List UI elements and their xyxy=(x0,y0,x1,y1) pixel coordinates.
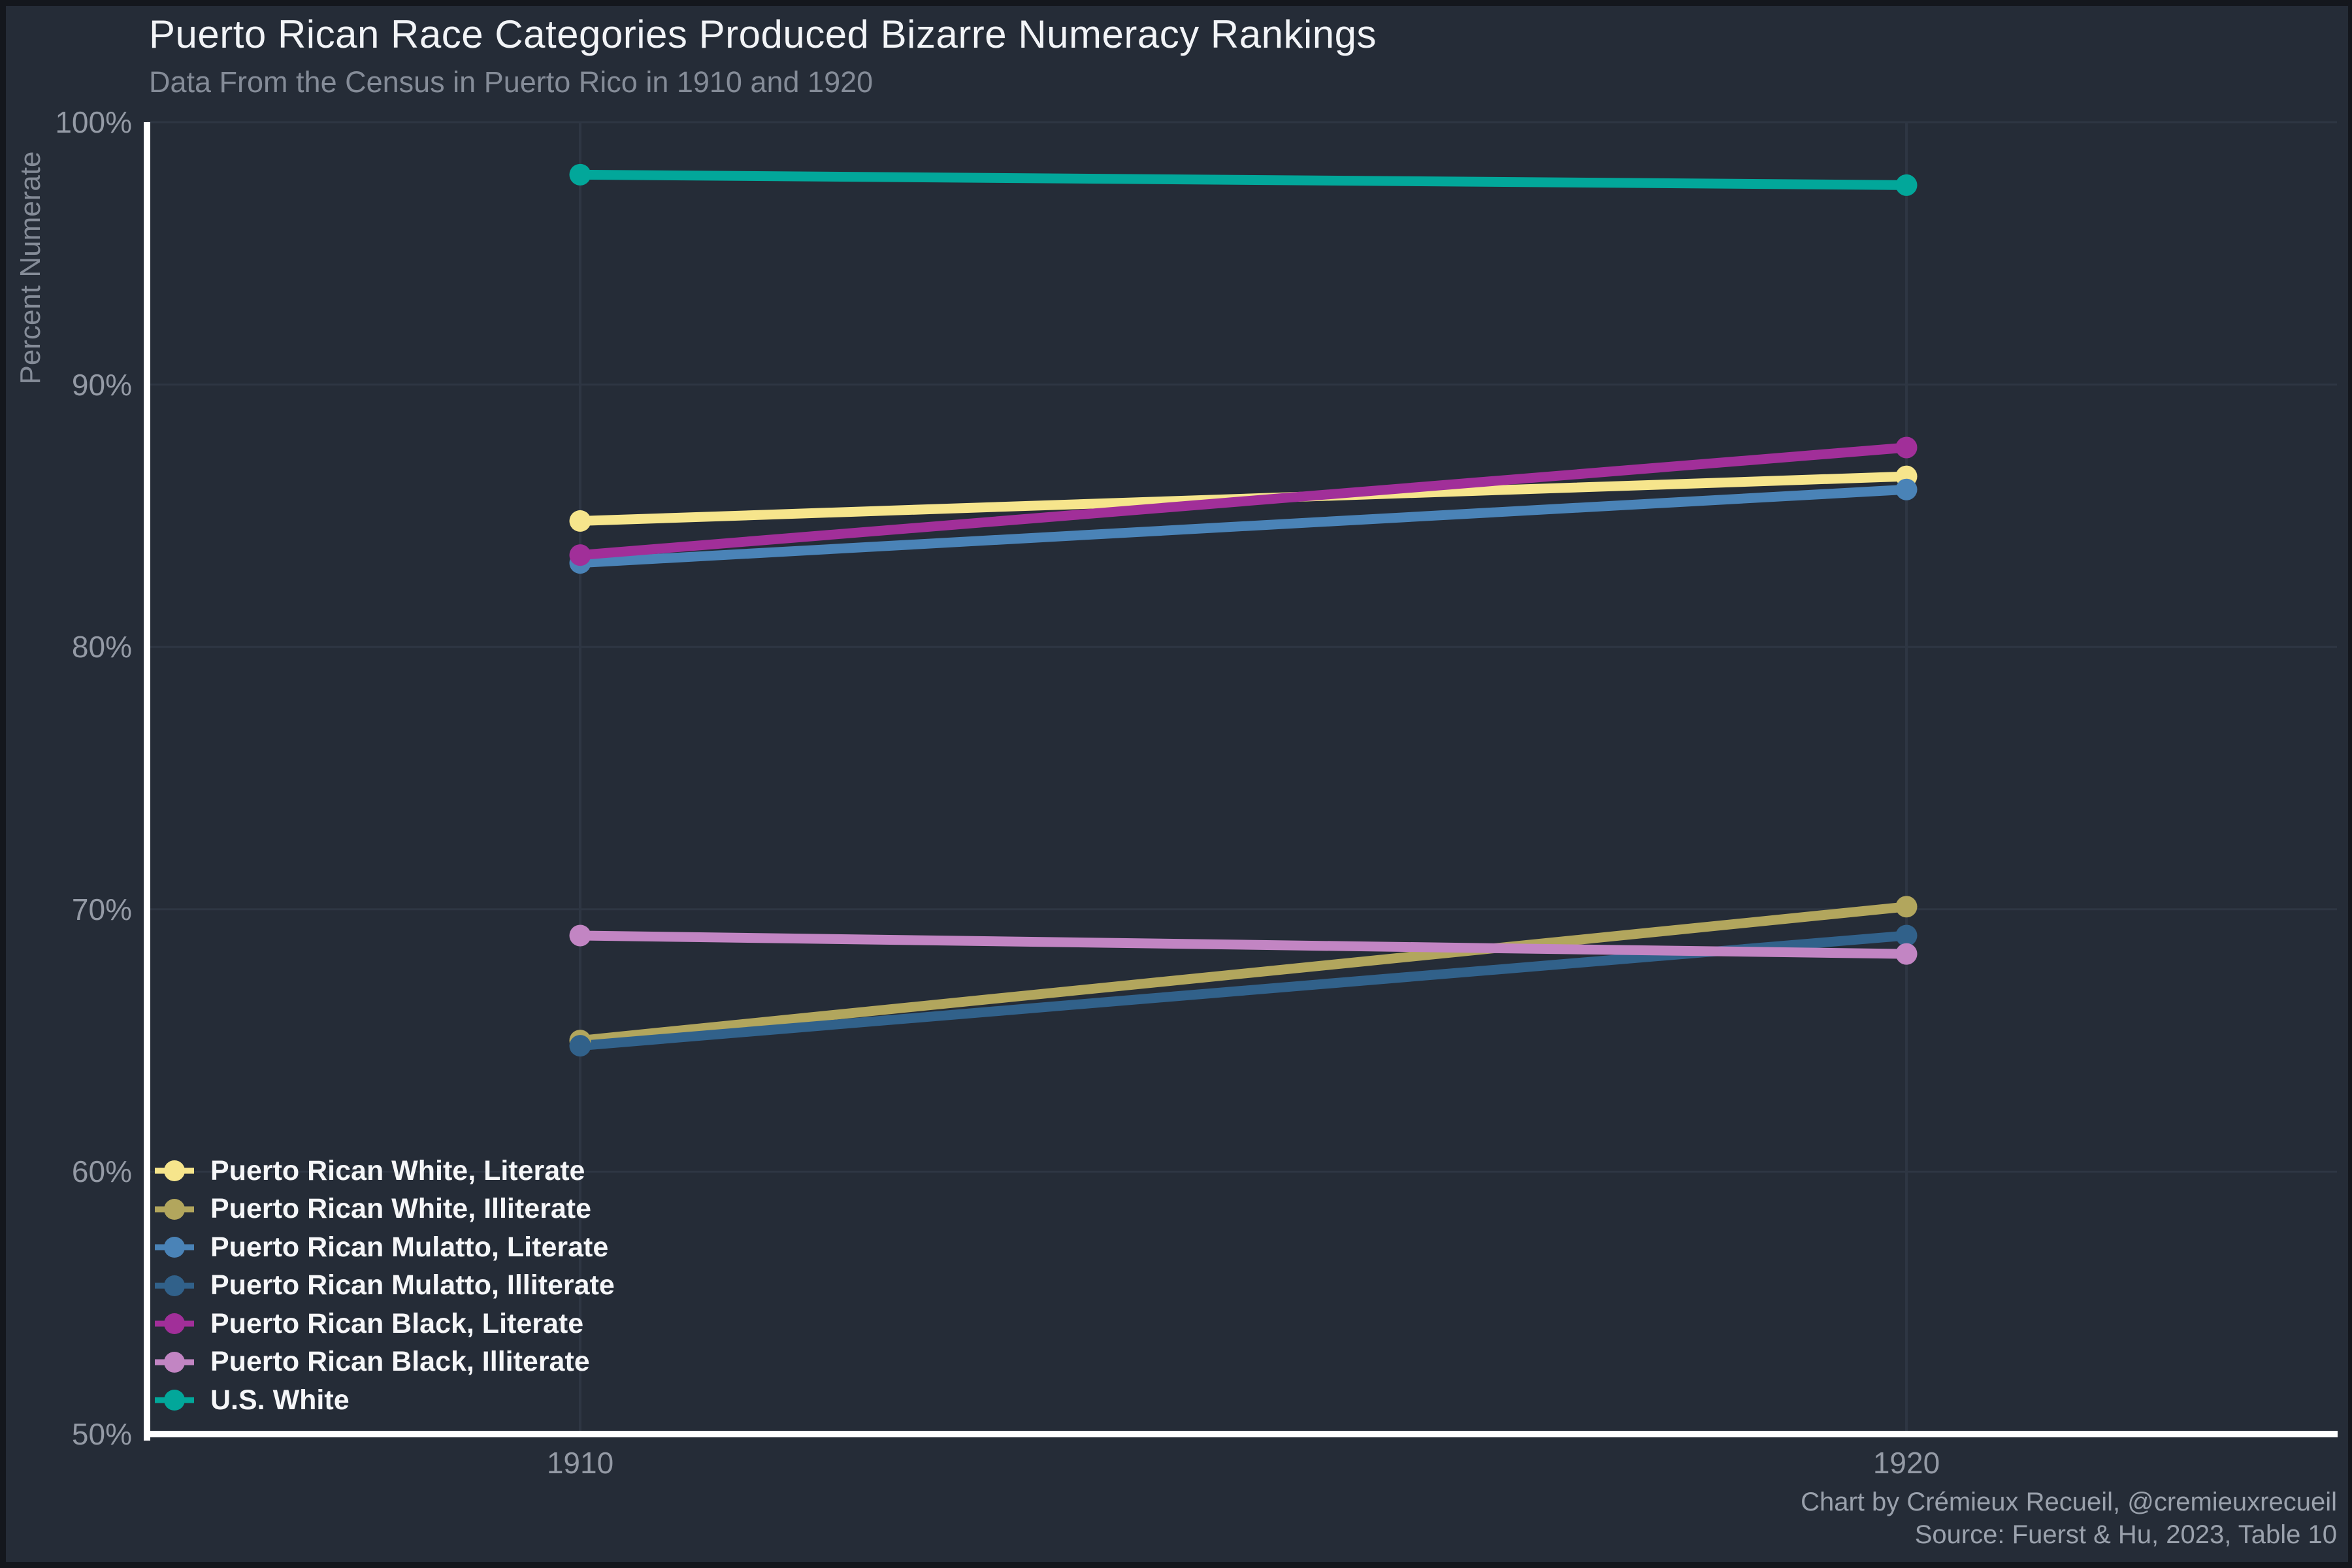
x-axis-line xyxy=(144,1431,2338,1437)
data-point xyxy=(569,544,591,566)
legend-item: Puerto Rican Mulatto, Literate xyxy=(150,1228,615,1267)
legend-key-icon xyxy=(155,1198,194,1220)
x-tick-label: 1920 xyxy=(1872,1446,1940,1480)
y-tick-label: 100% xyxy=(55,105,132,139)
chart-title: Puerto Rican Race Categories Produced Bi… xyxy=(149,12,1377,56)
credits-block: Chart by Crémieux Recueil, @cremieuxrecu… xyxy=(1801,1486,2337,1551)
y-tick-label: 70% xyxy=(71,892,132,926)
legend-item: U.S. White xyxy=(150,1381,615,1420)
legend-key-icon xyxy=(155,1160,194,1182)
chart-subtitle: Data From the Census in Puerto Rico in 1… xyxy=(149,65,874,99)
data-point xyxy=(1895,896,1918,918)
frame-border-left xyxy=(0,0,6,1568)
legend-item: Puerto Rican Black, Literate xyxy=(150,1305,615,1343)
legend-label: Puerto Rican Black, Illiterate xyxy=(210,1346,590,1378)
legend-key-icon xyxy=(155,1390,194,1411)
frame-border-bottom xyxy=(0,1562,2352,1568)
legend-item: Puerto Rican Mulatto, Illiterate xyxy=(150,1267,615,1305)
legend-label: Puerto Rican Mulatto, Illiterate xyxy=(210,1269,615,1301)
series-line xyxy=(575,169,1912,190)
legend-label: U.S. White xyxy=(210,1384,350,1416)
y-tick-label: 80% xyxy=(71,630,132,664)
credit-source: Source: Fuerst & Hu, 2023, Table 10 xyxy=(1914,1520,2337,1549)
x-tick-label: 1910 xyxy=(546,1446,614,1480)
y-tick-label: 60% xyxy=(71,1154,132,1189)
chart-legend: Puerto Rican White, Literate Puerto Rican… xyxy=(150,1152,615,1420)
y-axis-title: Percent Numerate xyxy=(14,151,46,385)
series-line xyxy=(575,442,1912,561)
series-line xyxy=(575,902,1912,1046)
data-point xyxy=(1895,943,1918,965)
legend-label: Puerto Rican White, Literate xyxy=(210,1154,585,1186)
legend-item: Puerto Rican Black, Illiterate xyxy=(150,1343,615,1382)
data-point xyxy=(1895,436,1918,459)
legend-key-icon xyxy=(155,1237,194,1258)
legend-key-icon xyxy=(155,1313,194,1335)
data-point xyxy=(569,924,591,947)
credit-author: Chart by Crémieux Recueil, @cremieuxrecu… xyxy=(1801,1488,2337,1516)
frame-border-right xyxy=(2348,0,2352,1568)
legend-label: Puerto Rican Mulatto, Literate xyxy=(210,1231,609,1263)
data-point xyxy=(1895,174,1918,196)
data-point xyxy=(569,163,591,186)
legend-key-icon xyxy=(155,1351,194,1373)
series-line xyxy=(575,484,1912,568)
y-axis-line xyxy=(144,122,150,1441)
legend-label: Puerto Rican White, Illiterate xyxy=(210,1193,591,1225)
legend-label: Puerto Rican Black, Literate xyxy=(210,1307,584,1339)
data-point xyxy=(1895,924,1918,947)
legend-item: Puerto Rican White, Illiterate xyxy=(150,1190,615,1229)
y-tick-label: 50% xyxy=(71,1417,132,1451)
series-line xyxy=(575,930,1912,959)
legend-key-icon xyxy=(155,1275,194,1296)
frame-border-top xyxy=(0,0,2352,6)
y-tick-label: 90% xyxy=(71,367,132,402)
legend-item: Puerto Rican White, Literate xyxy=(150,1152,615,1190)
data-point xyxy=(569,1035,591,1057)
data-point xyxy=(569,510,591,532)
data-point xyxy=(1895,478,1918,500)
